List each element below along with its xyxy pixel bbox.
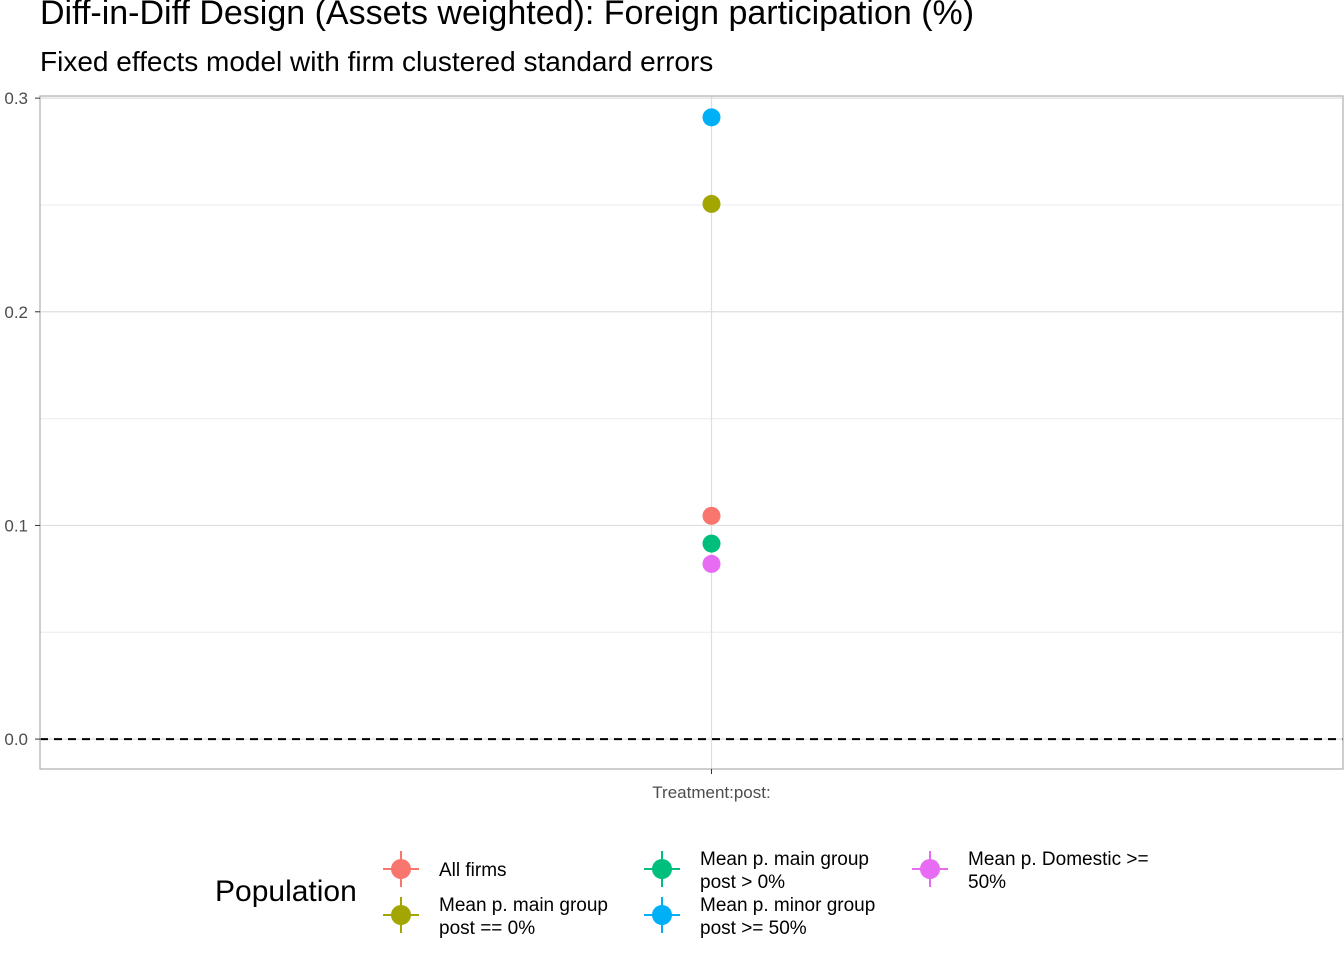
legend-label: Mean p. main group post == 0% xyxy=(439,895,608,939)
legend-key-minor-group xyxy=(644,897,680,933)
data-point[interactable] xyxy=(702,108,721,127)
legend-key-main-group-zero xyxy=(383,897,419,933)
y-tick-label: 0.3 xyxy=(4,89,28,108)
legend-key-all-firms xyxy=(383,851,419,887)
legend-label: All firms xyxy=(439,860,507,881)
chart-title: Diff-in-Diff Design (Assets weighted): F… xyxy=(40,0,975,32)
data-points xyxy=(702,108,721,573)
data-point[interactable] xyxy=(702,194,721,213)
legend-label: Mean p. main group post > 0% xyxy=(700,849,869,893)
plot-panel xyxy=(40,96,1343,769)
legend: Population All firms Mean p. main group p… xyxy=(215,845,1215,955)
legend-label: Mean p. minor group post >= 50% xyxy=(700,895,876,939)
x-axis-ticks: Treatment:post: xyxy=(652,769,771,802)
y-axis-ticks: 0.0 0.1 0.2 0.3 xyxy=(4,89,40,749)
plot-border xyxy=(39,95,1344,770)
legend-title: Population xyxy=(215,875,357,908)
legend-key-domestic xyxy=(912,851,948,887)
chart-subtitle: Fixed effects model with firm clustered … xyxy=(40,46,714,77)
y-tick-label: 0.1 xyxy=(4,516,28,535)
y-tick-label: 0.2 xyxy=(4,303,28,322)
data-point[interactable] xyxy=(702,554,721,573)
legend-key-main-group-positive xyxy=(644,851,680,887)
legend-label: Mean p. Domestic >= 50% xyxy=(968,849,1149,893)
data-point[interactable] xyxy=(702,534,721,553)
y-tick-label: 0.0 xyxy=(4,730,28,749)
data-point[interactable] xyxy=(702,506,721,525)
x-tick-label: Treatment:post: xyxy=(652,783,770,802)
